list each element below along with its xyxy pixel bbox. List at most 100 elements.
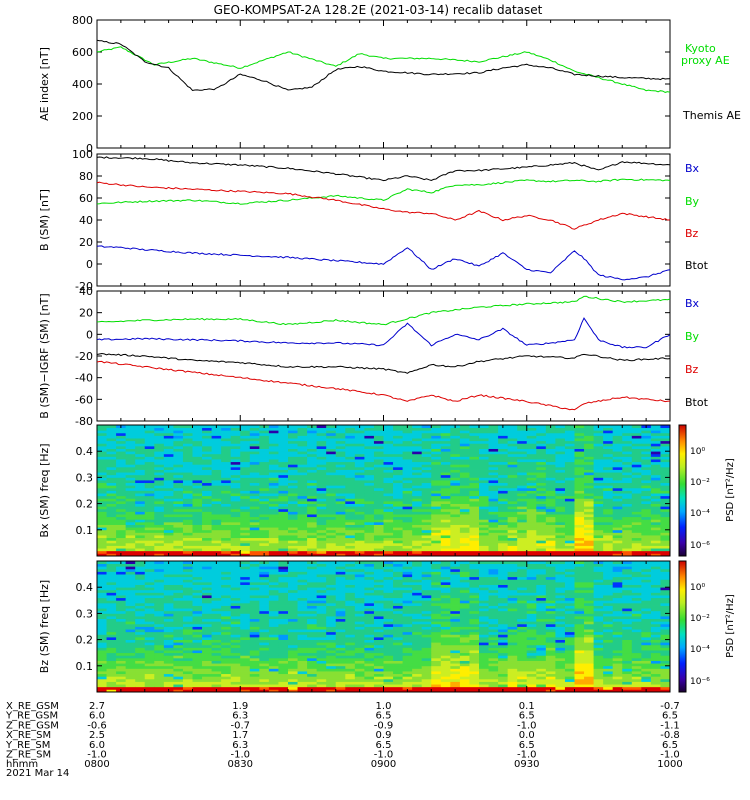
spectrogram-cell [402,508,413,512]
spectrogram-cell [507,472,518,476]
spectrogram-cell [545,480,556,484]
spectrogram-cell [144,574,155,578]
spectrogram-cell [125,445,136,449]
spectrogram-cell [584,548,594,552]
spectrogram-cell [555,498,566,502]
spectrogram-cell [221,498,232,502]
spectrogram-cell [469,521,480,525]
spectrogram-cell [297,605,308,609]
spectrogram-cell [326,511,337,515]
spectrogram-cell [393,524,403,528]
spectrogram-cell [631,529,642,533]
spectrogram-cell [364,485,375,489]
spectrogram-cell [154,681,165,685]
spectrogram-cell [307,474,318,478]
spectrogram-cell [192,524,203,528]
spectrogram-cell [574,487,585,491]
spectrogram-cell [479,540,489,544]
spectrogram-cell [412,440,423,444]
spectrogram-cell [479,438,489,442]
spectrogram-cell [631,519,642,523]
spectrogram-cell [373,613,384,617]
spectrogram-cell [393,466,403,470]
spectrogram-cell [97,493,107,497]
spectrogram-cell [373,524,384,528]
spectrogram-cell [211,626,222,630]
spectrogram-cell [221,613,232,617]
spectrogram-cell [288,519,298,523]
spectrogram-cell [240,451,251,455]
spectrogram-cell [383,427,394,431]
spectrogram-cell [125,459,136,463]
spectrogram-cell [641,529,652,533]
spectrogram-cell [288,602,298,606]
spectrogram-cell [517,432,528,436]
spectrogram-cell [307,453,318,457]
spectrogram-cell [412,663,423,667]
spectrogram-cell [240,652,251,656]
spectrogram-cell [211,435,222,439]
spectrogram-cell [202,500,212,504]
spectrogram-cell [202,581,212,585]
spectrogram-cell [211,487,222,491]
spectrogram-cell [660,545,671,549]
spectrogram-cell [545,430,556,434]
spectrogram-cell [144,432,155,436]
spectrogram-cell [202,545,212,549]
spectrogram-cell [402,684,413,688]
spectrogram-cell [393,485,403,489]
spectrogram-cell [240,655,251,659]
spectrogram-cell [240,684,251,688]
spectrogram-cell [144,597,155,601]
spectrogram-cell [584,537,594,541]
spectrogram-cell [97,487,107,491]
spectrogram-cell [297,631,308,635]
spectrogram-cell [412,527,423,531]
spectrogram-cell [154,574,165,578]
spectrogram-cell [135,495,146,499]
spectrogram-cell [297,589,308,593]
spectrogram-cell [459,459,470,463]
spectrogram-cell [354,639,365,643]
spectrogram-cell [97,430,107,434]
spectrogram-cell [421,430,432,434]
spectrogram-cell [354,587,365,591]
spectrogram-cell [641,485,652,489]
spectrogram-cell [182,665,193,669]
spectrogram-cell [593,469,604,473]
spectrogram-cell [364,636,375,640]
spectrogram-cell [259,524,270,528]
spectrogram-cell [469,425,480,429]
spectrogram-cell [650,448,661,452]
spectrogram-cell [116,650,127,654]
spectrogram-cell [373,678,384,682]
spectrogram-cell [173,673,184,677]
spectrogram-cell [288,642,298,646]
spectrogram-cell [345,550,356,554]
spectrogram-cell [650,432,661,436]
spectrogram-cell [345,629,356,633]
spectrogram-cell [526,430,537,434]
spectrogram-cell [249,443,260,447]
spectrogram-cell [316,553,327,557]
spectrogram-cell [450,487,461,491]
spectrogram-cell [307,671,318,675]
spectrogram-cell [163,671,174,675]
spectrogram-cell [488,506,499,510]
spectrogram-cell [288,689,298,693]
spectrogram-cell [249,440,260,444]
spectrogram-cell [545,540,556,544]
spectrogram-cell [135,610,146,614]
spectrogram-cell [641,508,652,512]
spectrogram-cell [622,514,633,518]
spectrogram-cell [373,644,384,648]
spectrogram-cell [373,511,384,515]
spectrogram-cell [182,616,193,620]
spectrogram-cell [240,647,251,651]
spectrogram-cell [278,678,289,682]
spectrogram-cell [574,490,585,494]
spectrogram-cell [641,445,652,449]
spectrogram-cell [469,477,480,481]
spectrogram-cell [116,563,127,567]
spectrogram-cell [402,440,413,444]
